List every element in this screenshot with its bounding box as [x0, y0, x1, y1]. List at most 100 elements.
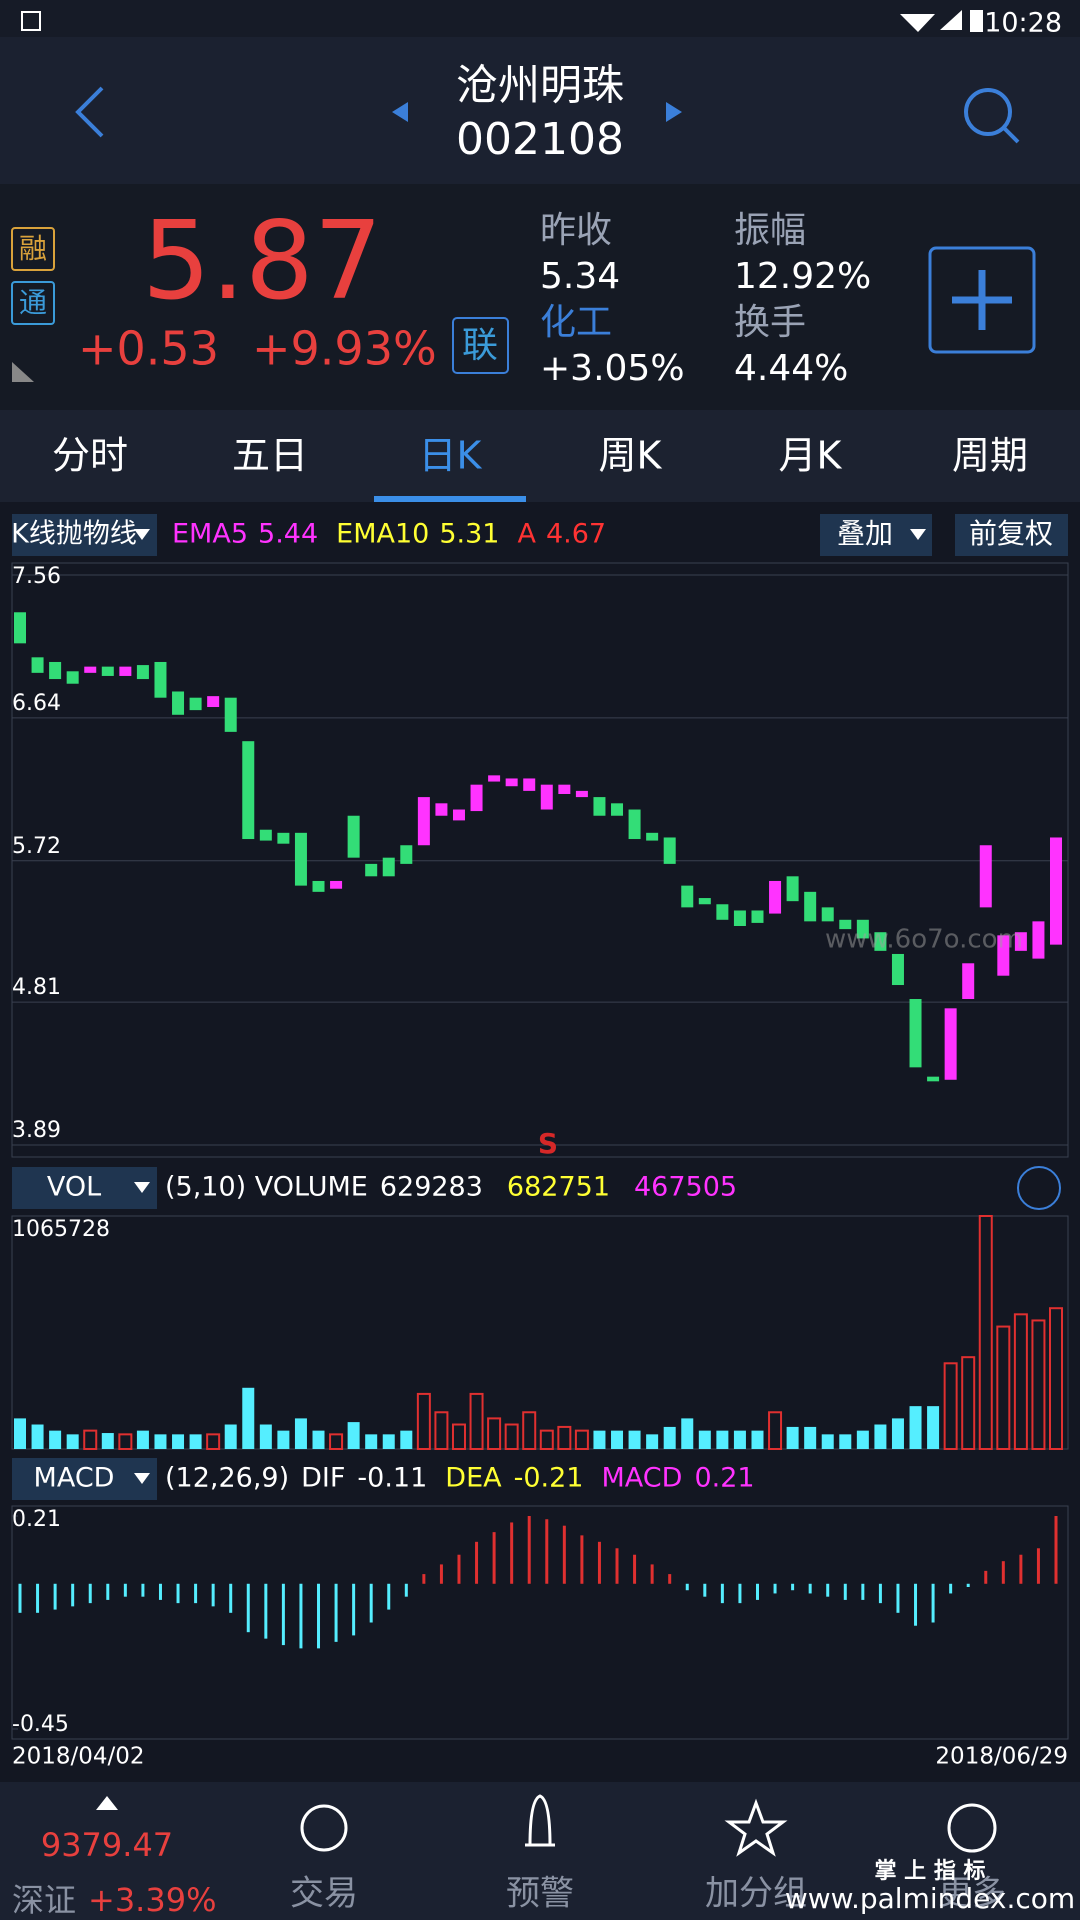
link-box[interactable] — [452, 317, 509, 374]
candle — [505, 778, 518, 787]
candle — [804, 891, 817, 922]
overlay-label[interactable]: 叠加 — [837, 517, 893, 550]
change-pct: +9.93% — [252, 322, 437, 376]
date-label: 2018/06/29 — [935, 1744, 1068, 1770]
stat-label: 昨收 — [540, 210, 612, 251]
candle — [769, 880, 782, 914]
index-change[interactable]: +3.39% — [88, 1881, 216, 1919]
adjust-button[interactable] — [955, 514, 1068, 556]
adjust-label[interactable]: 前复权 — [969, 517, 1053, 550]
alert-icon[interactable] — [525, 1794, 555, 1847]
y-tick-label: 3.89 — [12, 1118, 61, 1143]
candle — [224, 697, 237, 732]
legend-value: 5.44 — [258, 519, 318, 550]
volume-bar — [451, 1423, 466, 1450]
candle — [259, 829, 272, 841]
index-arrow — [96, 1796, 118, 1810]
legend-name: A — [517, 519, 536, 550]
tab[interactable]: 五日 — [232, 434, 308, 478]
volume-bar — [31, 1424, 44, 1449]
volume-bar — [681, 1418, 694, 1449]
group-icon[interactable] — [724, 1798, 788, 1857]
stat-value: 4.44% — [734, 348, 848, 389]
tab[interactable]: 周期 — [952, 434, 1028, 478]
expand-button[interactable] — [1017, 1166, 1061, 1210]
stat-label: 化工 — [540, 302, 612, 343]
candle — [927, 1076, 940, 1082]
back-button[interactable] — [75, 86, 104, 138]
nav-item[interactable]: 预警 — [506, 1874, 574, 1914]
volume-bar — [189, 1434, 202, 1449]
volume-bar — [347, 1422, 360, 1449]
candle — [452, 809, 465, 821]
dropdown-arrow — [134, 529, 150, 540]
index-value[interactable]: 9379.47 — [41, 1826, 173, 1864]
change: +0.53 — [78, 322, 219, 376]
indicator-name[interactable]: MACD — [34, 1463, 115, 1494]
volume-bar — [574, 1429, 589, 1451]
legend-name: EMA5 — [172, 519, 248, 550]
candle — [646, 832, 659, 841]
candle — [207, 696, 220, 708]
link-badge[interactable]: 联 — [462, 325, 498, 366]
candle — [400, 845, 413, 864]
search-button[interactable] — [964, 88, 1012, 136]
tab[interactable]: 月K — [779, 434, 843, 478]
indicator-selector[interactable] — [12, 1167, 157, 1209]
trade-icon[interactable] — [300, 1804, 348, 1852]
volume-bar — [891, 1418, 904, 1449]
volume-bar — [400, 1430, 413, 1449]
status-icons — [900, 10, 962, 32]
stat-label: 换手 — [734, 302, 806, 343]
nav-item[interactable]: 更多 — [938, 1874, 1006, 1914]
index-name[interactable]: 深证 — [12, 1881, 76, 1919]
candle — [523, 778, 536, 791]
clock: 10:28 — [984, 8, 1062, 39]
candle — [84, 666, 97, 673]
candle — [979, 845, 992, 908]
add-button[interactable] — [928, 246, 1036, 354]
params: (5,10) VOLUME — [165, 1172, 368, 1203]
volume-bar — [504, 1423, 519, 1450]
indicator-name[interactable]: K线抛物线 — [11, 519, 137, 550]
candle — [189, 697, 202, 711]
volume-bar — [539, 1429, 554, 1451]
candle — [14, 612, 26, 644]
more-icon[interactable] — [947, 1803, 997, 1853]
nav-item[interactable]: 交易 — [290, 1874, 358, 1914]
volume-bar — [118, 1433, 133, 1451]
volume-bar — [611, 1430, 624, 1449]
volume-bar — [961, 1356, 976, 1450]
tab[interactable]: 日K — [419, 434, 483, 478]
volume-bar — [487, 1417, 502, 1451]
legend-value: 4.67 — [546, 519, 606, 550]
candle — [751, 910, 764, 923]
tab[interactable]: 周K — [599, 434, 663, 478]
indicator-selector[interactable] — [12, 514, 157, 556]
volume-bar — [663, 1426, 676, 1449]
legend-value: 467505 — [634, 1172, 737, 1203]
indicator-name[interactable]: VOL — [47, 1172, 101, 1203]
notify-icon — [21, 11, 41, 31]
candle — [470, 784, 483, 812]
volume-bar — [1031, 1319, 1046, 1451]
volume-bar — [874, 1424, 887, 1449]
candle — [681, 885, 694, 908]
volume-bar — [206, 1433, 221, 1451]
legend-name: MACD — [602, 1463, 683, 1494]
volume-bar — [978, 1215, 993, 1450]
stat-label: 振幅 — [734, 210, 806, 251]
tab[interactable]: 分时 — [52, 434, 128, 478]
stat-value: +3.05% — [540, 348, 685, 389]
candle — [294, 832, 307, 886]
watermark: www.6o7o.com — [825, 925, 1023, 955]
candle — [31, 657, 44, 673]
volume-bar — [294, 1418, 307, 1449]
indicator-selector[interactable] — [12, 1458, 157, 1500]
legend-value: 5.31 — [439, 519, 499, 550]
stat-value: 5.34 — [540, 256, 620, 297]
volume-bar — [522, 1411, 537, 1450]
overlay-button[interactable] — [820, 514, 932, 556]
y-tick-label: -0.45 — [12, 1712, 69, 1737]
nav-item[interactable]: 加分组 — [705, 1874, 807, 1914]
